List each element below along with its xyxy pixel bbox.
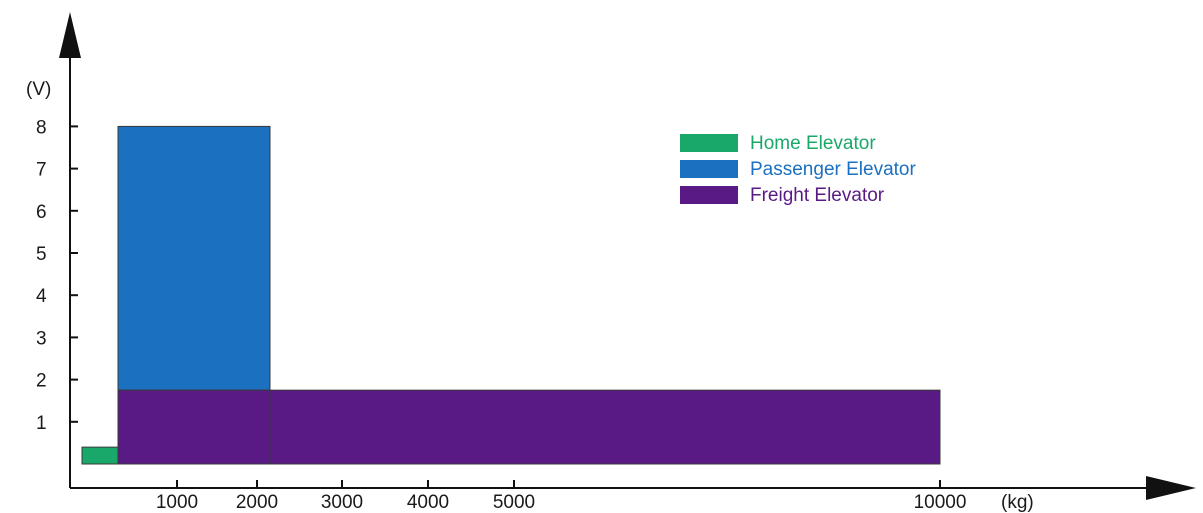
y-axis-label: (V)	[26, 79, 51, 100]
y-tick-label: 8	[36, 117, 47, 138]
y-axis-arrow-icon	[59, 12, 81, 58]
x-tick-label: 10000	[914, 492, 967, 513]
legend-swatch-1	[680, 160, 738, 178]
x-ticks: 1000 2000 3000 4000 5000 10000	[156, 480, 967, 513]
legend-label-0: Home Elevator	[750, 133, 876, 154]
legend-label-2: Freight Elevator	[750, 185, 885, 206]
bar-passenger-elevator-0	[117, 125, 271, 391]
legend-swatch-2	[680, 186, 738, 204]
y-ticks: 1 2 3 4 5 6 7 8	[36, 117, 78, 434]
bar-home-elevator-0	[81, 446, 119, 465]
y-tick-label: 3	[36, 328, 47, 349]
x-axis-arrow-icon	[1146, 476, 1196, 500]
y-tick-label: 7	[36, 160, 47, 181]
bars-layer	[81, 125, 941, 465]
bar-freight-elevator-1	[269, 389, 941, 465]
bar-freight-elevator-0	[117, 389, 271, 465]
x-tick-label: 5000	[493, 492, 535, 513]
legend-label-1: Passenger Elevator	[750, 159, 916, 180]
y-tick-label: 6	[36, 202, 47, 223]
axes: (V) (kg)	[26, 12, 1196, 513]
y-tick-label: 4	[36, 286, 47, 307]
y-tick-label: 1	[36, 413, 47, 434]
x-tick-label: 3000	[321, 492, 363, 513]
x-tick-label: 4000	[407, 492, 449, 513]
legend: Home Elevator Passenger Elevator Freight E…	[680, 133, 916, 206]
x-tick-label: 1000	[156, 492, 198, 513]
y-tick-label: 2	[36, 371, 47, 392]
y-tick-label: 5	[36, 244, 47, 265]
legend-swatch-0	[680, 134, 738, 152]
x-axis-label: (kg)	[1001, 492, 1034, 513]
x-tick-label: 2000	[236, 492, 278, 513]
